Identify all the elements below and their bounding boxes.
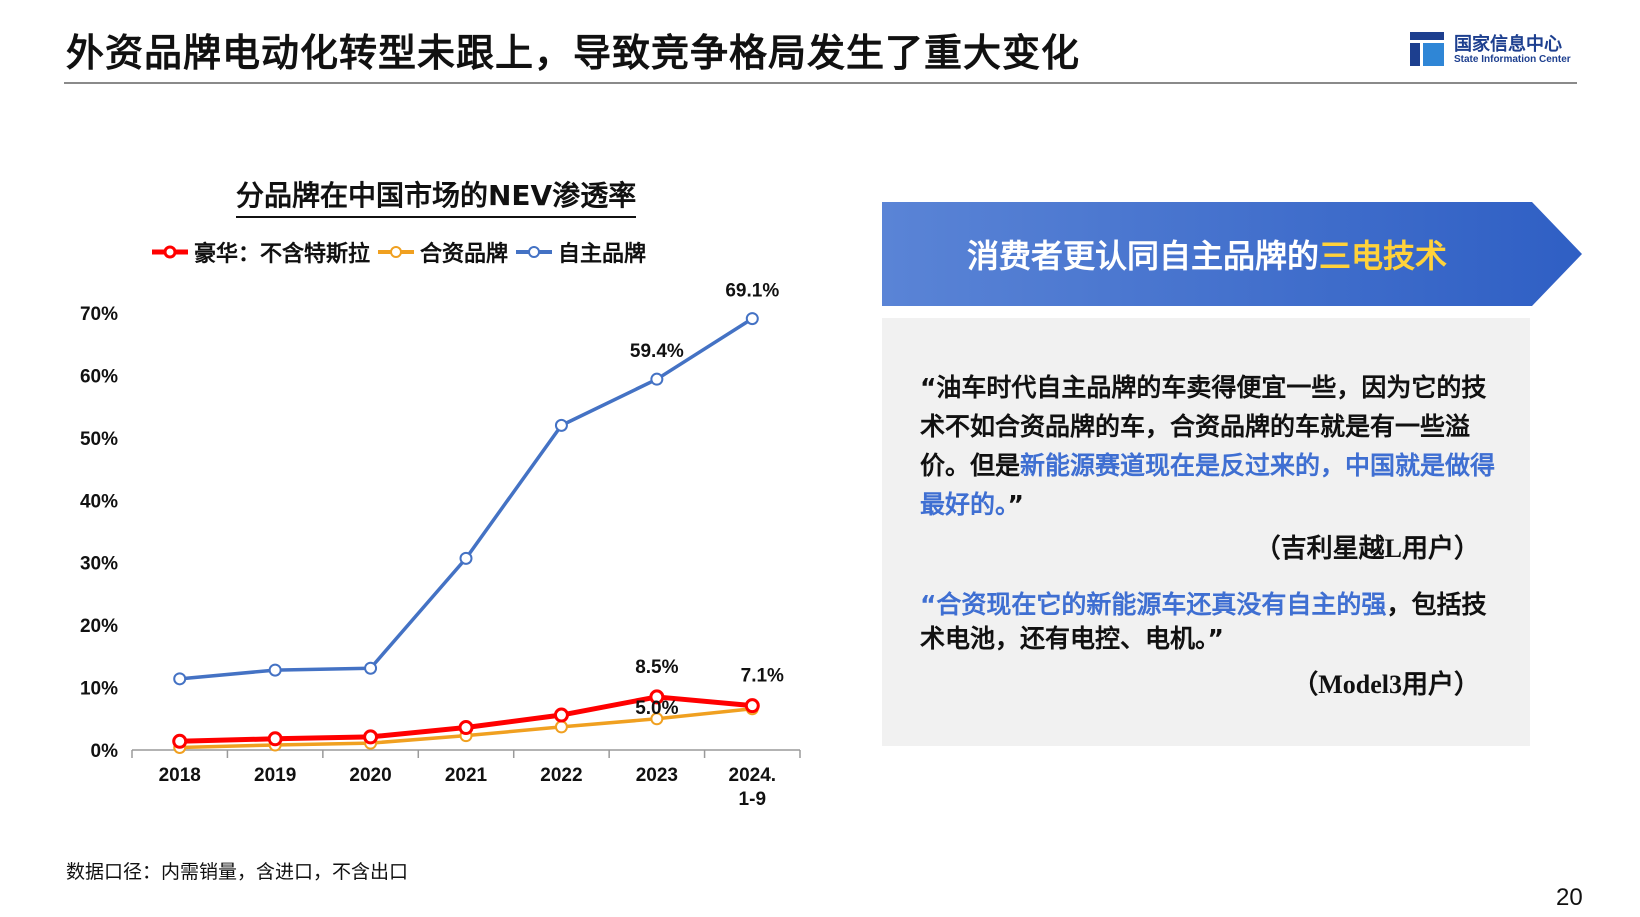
data-point-series-2 xyxy=(459,551,473,565)
y-tick-label: 70% xyxy=(80,304,118,325)
x-tick-label: 2022 xyxy=(540,765,582,786)
banner-arrow-shape xyxy=(882,202,1582,306)
legend-item-domestic: 自主品牌 xyxy=(514,236,646,268)
data-label: 8.5% xyxy=(635,657,678,678)
x-tick-label: 2021 xyxy=(445,765,488,786)
quote-1-attribution: （吉利星越L用户） xyxy=(1254,534,1480,563)
legend-item-jv: 合资品牌 xyxy=(376,236,508,268)
x-tick-label-line: 2020 xyxy=(349,765,391,786)
x-tick-label-line: 2019 xyxy=(254,765,296,786)
x-tick-label: 2024. 1-9 xyxy=(729,765,777,810)
x-tick-label: 2020 xyxy=(349,765,391,786)
quote-2-plain: ，包括技术电池，还有电控、电机。” xyxy=(920,590,1487,653)
data-label: 69.1% xyxy=(725,281,779,302)
x-tick-label-line: 2022 xyxy=(540,765,582,786)
quote-1-highlight: 新能源赛道现在是反过来的，中国就是做得最好的。 xyxy=(920,451,1496,519)
chart-legend: 豪华：不含特斯拉 合资品牌 自主品牌 xyxy=(150,236,652,268)
page-title: 外资品牌电动化转型未跟上，导致竞争格局发生了重大变化 xyxy=(66,31,1081,75)
title-divider xyxy=(64,82,1577,84)
y-tick-label: 0% xyxy=(91,741,119,762)
legend-label-jv: 合资品牌 xyxy=(420,242,509,267)
x-tick-label: 2019 xyxy=(254,765,296,786)
y-tick-label: 10% xyxy=(80,679,118,700)
x-tick-label-line: 2024. xyxy=(729,765,777,786)
banner-text: 消费者更认同自主品牌的 三电技术 xyxy=(882,202,1532,306)
data-point-series-2 xyxy=(554,418,568,432)
data-point-series-0 xyxy=(553,707,569,723)
data-point-series-0 xyxy=(172,733,188,749)
legend-item-luxury: 豪华：不含特斯拉 xyxy=(150,236,370,268)
quote-1-plain: “油车时代自主品牌的车卖得便宜一些，因为它的技术不如合资品牌的车，合资品牌的车就… xyxy=(920,373,1487,480)
quote-1: “油车时代自主品牌的车卖得便宜一些，因为它的技术不如合资品牌的车，合资品牌的车就… xyxy=(920,368,1500,524)
logo-text-en: State Information Center xyxy=(1454,54,1571,65)
data-point-series-0 xyxy=(744,698,760,714)
y-tick-label: 50% xyxy=(80,429,118,450)
data-point-series-1 xyxy=(554,720,568,734)
data-label: 7.1% xyxy=(741,666,784,687)
data-point-series-0 xyxy=(458,720,474,736)
data-point-series-2 xyxy=(364,661,378,675)
logo-text-cn: 国家信息中心 xyxy=(1454,34,1562,55)
y-tick-label: 60% xyxy=(80,366,118,387)
nev-penetration-chart: 0% 10% 20% 30% 40% 50% 60% 70% 2018 2019 2020 2021 2… xyxy=(80,281,801,810)
data-point-series-2 xyxy=(745,312,759,326)
quote-1-end: ” xyxy=(1007,490,1024,519)
quote-2-attribution: （Model3用户） xyxy=(1292,670,1480,699)
chart-title: 分品牌在中国市场的NEV渗透率 xyxy=(236,174,637,218)
y-tick-label: 20% xyxy=(80,616,118,637)
data-point-series-0 xyxy=(649,689,665,705)
quote-2-highlight: “合资现在它的新能源车还真没有自主的强 xyxy=(920,590,1387,619)
logo: 国家信息中心 State Information Center xyxy=(1410,30,1580,70)
y-tick-label: 40% xyxy=(80,491,118,512)
data-point-series-2 xyxy=(173,672,187,686)
x-tick-label-line: 1-9 xyxy=(739,789,766,810)
x-tick-label-line: 2023 xyxy=(636,765,678,786)
data-point-series-2 xyxy=(650,372,664,386)
footnote: 数据口径：内需销量，含进口，不含出口 xyxy=(66,861,409,883)
logo-mark-icon xyxy=(1410,32,1444,66)
highlight-banner: 消费者更认同自主品牌的 三电技术 xyxy=(882,202,1582,306)
data-point-series-0 xyxy=(267,731,283,747)
x-tick-label: 2023 xyxy=(636,765,678,786)
legend-marker-luxury xyxy=(152,245,188,259)
banner-text-prefix: 消费者更认同自主品牌的 xyxy=(966,237,1319,275)
series-line-2 xyxy=(179,317,754,681)
x-tick-label-line: 2021 xyxy=(445,765,488,786)
banner-text-highlight: 三电技术 xyxy=(1319,237,1448,275)
legend-marker-domestic xyxy=(516,246,553,258)
legend-label-domestic: 自主品牌 xyxy=(558,242,647,267)
legend-marker-jv xyxy=(378,246,415,258)
page-number: 20 xyxy=(1556,884,1583,911)
x-tick-label: 2018 xyxy=(159,765,201,786)
data-point-series-1 xyxy=(650,712,664,726)
data-label: 5.0% xyxy=(635,698,678,719)
data-point-series-2 xyxy=(268,663,282,677)
quote-2: “合资现在它的新能源车还真没有自主的强，包括技术电池，还有电控、电机。” xyxy=(920,588,1500,656)
data-point-series-0 xyxy=(363,729,379,745)
legend-label-luxury: 豪华：不含特斯拉 xyxy=(194,242,371,267)
y-tick-label: 30% xyxy=(80,554,118,575)
quote-box: “油车时代自主品牌的车卖得便宜一些，因为它的技术不如合资品牌的车，合资品牌的车就… xyxy=(882,318,1530,746)
data-label: 59.4% xyxy=(630,341,684,362)
x-tick-label-line: 2018 xyxy=(159,765,201,786)
